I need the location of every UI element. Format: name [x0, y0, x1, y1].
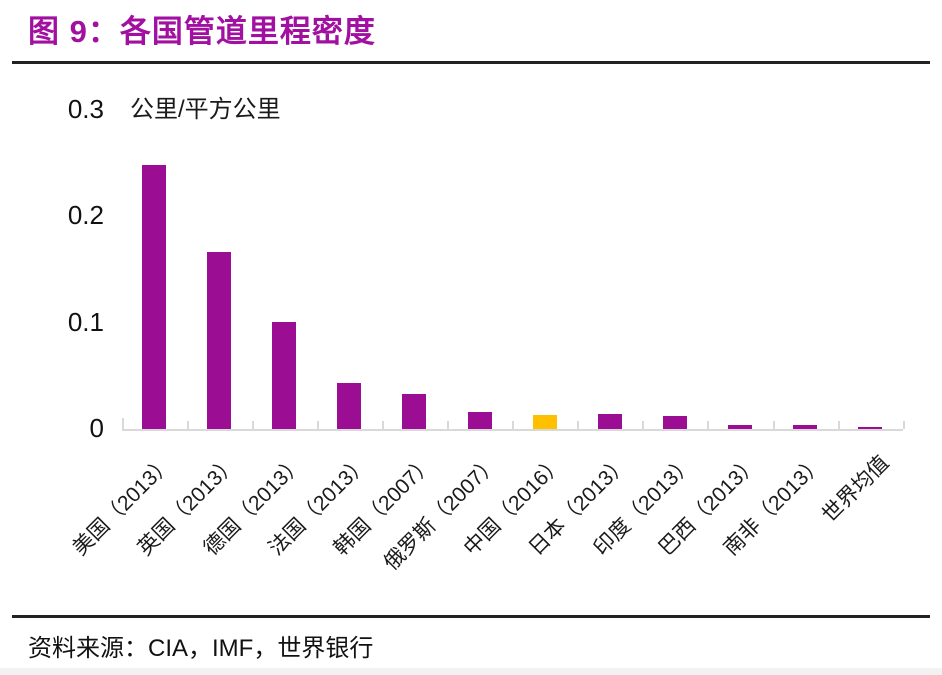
bar: [858, 427, 883, 429]
y-axis-tick-label: 0.2: [67, 200, 104, 230]
x-axis-tick: [186, 421, 189, 429]
title-divider-line: [12, 61, 930, 64]
x-axis-tick: [447, 421, 449, 429]
y-axis-tick-label: 0.3: [67, 93, 104, 124]
x-axis-label: 世界均值: [818, 451, 894, 527]
bar: [662, 416, 687, 429]
x-axis-tick: [902, 421, 905, 429]
x-axis-tick: [837, 421, 840, 429]
x-axis-tick: [577, 421, 580, 429]
figure-title: 图 9：各国管道里程密度: [28, 14, 376, 49]
bar: [727, 425, 752, 429]
bar: [597, 414, 622, 429]
bar: [793, 425, 818, 429]
page-bottom-strip: [0, 668, 942, 675]
x-axis-tick: [772, 421, 775, 429]
y-axis-unit-label: 公里/平方公里: [130, 96, 281, 123]
x-axis-label: 俄罗斯（2007）: [379, 451, 504, 575]
x-axis-tick: [251, 421, 254, 429]
x-axis-tick: [707, 421, 710, 429]
y-axis-tick-label: 0.1: [67, 306, 104, 337]
source-line: 资料来源：CIA，IMF，世界银行: [28, 628, 373, 663]
bar: [142, 165, 167, 429]
source-divider-line: [12, 615, 930, 618]
source-text: CIA，IMF，世界银行: [148, 635, 374, 662]
x-axis-line: [121, 429, 903, 431]
bar: [207, 252, 232, 429]
bar: [402, 394, 427, 429]
bar: [272, 322, 297, 429]
x-axis-tick: [121, 418, 124, 429]
x-axis-tick: [381, 421, 384, 429]
bar: [337, 383, 362, 429]
y-axis-tick-label: 0: [89, 413, 104, 443]
bar: [467, 412, 492, 429]
source-label: 资料来源：: [28, 635, 148, 662]
x-axis-tick: [512, 421, 515, 429]
bar: [532, 415, 557, 429]
x-axis-tick: [316, 421, 319, 429]
x-axis-tick: [642, 421, 645, 429]
